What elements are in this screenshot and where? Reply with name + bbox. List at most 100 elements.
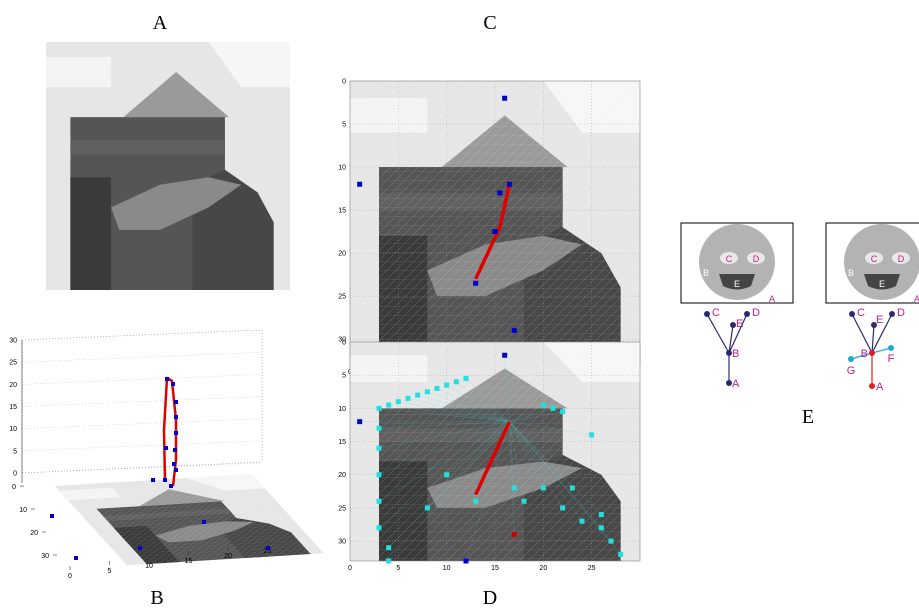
point: [599, 525, 604, 530]
point-3d: [174, 468, 178, 472]
panel-b: 05101520253001020300510152025: [9, 330, 324, 580]
face-label: B: [703, 268, 709, 278]
plot: 0510152025051015202530: [338, 340, 640, 573]
y-tick-label: 5: [342, 373, 346, 380]
x-tick-label: 5: [108, 568, 112, 575]
face-label: E: [734, 279, 740, 289]
y-tick-label: 15: [338, 208, 346, 215]
tree-node: [848, 356, 854, 362]
tree-label: D: [752, 307, 760, 319]
panel-label: B: [150, 587, 163, 608]
y-tick-label: 10: [19, 507, 27, 514]
tree-node: [744, 311, 750, 317]
y-tick-label: 25: [338, 505, 346, 512]
point: [377, 446, 382, 451]
y-tick-label: 0: [342, 79, 346, 86]
face-label: C: [726, 254, 733, 264]
point-3d: [169, 484, 173, 488]
point: [435, 386, 440, 391]
y-tick-label: 0: [12, 484, 16, 491]
point-3d: [174, 400, 178, 404]
point-3d: [266, 546, 270, 550]
x-tick-label: 0: [68, 573, 72, 580]
x-tick-label: 15: [185, 558, 193, 565]
point: [454, 379, 459, 384]
grid-line: [22, 352, 262, 362]
image-region: [70, 177, 111, 290]
point: [512, 328, 517, 333]
z-tick-label: 25: [9, 360, 17, 367]
point: [551, 406, 556, 411]
tree-label: B: [732, 348, 739, 360]
point: [386, 545, 391, 550]
point: [425, 505, 430, 510]
face-label: E: [879, 279, 885, 289]
point-3d: [172, 462, 176, 466]
grid-line: [22, 330, 262, 340]
point: [386, 559, 391, 564]
tree-label: G: [847, 365, 856, 377]
point: [464, 559, 469, 564]
point: [464, 376, 469, 381]
point: [541, 486, 546, 491]
panel-label: C: [483, 12, 496, 34]
panel-label: D: [483, 587, 497, 608]
grid-line: [22, 374, 262, 384]
x-tick-label: 15: [491, 565, 499, 572]
grid-line: [22, 463, 262, 473]
point: [377, 472, 382, 477]
tree-label: A: [876, 381, 884, 393]
tree-label: F: [888, 353, 895, 365]
x-tick-label: 0: [348, 565, 352, 572]
image-region: [70, 140, 225, 155]
face-label: A: [914, 294, 919, 304]
tree-label: C: [712, 307, 720, 319]
point: [377, 426, 382, 431]
y-tick-label: 20: [30, 530, 38, 537]
panel-label: A: [153, 12, 168, 34]
point: [493, 229, 498, 234]
point-3d: [171, 382, 175, 386]
z-tick-label: 30: [9, 338, 17, 345]
point: [386, 403, 391, 408]
point: [377, 499, 382, 504]
y-tick-label: 15: [338, 439, 346, 446]
point: [473, 281, 478, 286]
point-3d: [202, 520, 206, 524]
y-tick-label: 20: [338, 472, 346, 479]
grid-line: [22, 441, 262, 451]
tree-label: B: [861, 348, 868, 360]
y-tick-label: 20: [338, 251, 346, 258]
point-3d: [174, 431, 178, 435]
tree-edge: [707, 314, 729, 353]
point-3d: [164, 446, 168, 450]
tree-label: D: [897, 307, 905, 319]
point: [599, 512, 604, 517]
image-region: [46, 57, 111, 87]
point: [507, 182, 512, 187]
point-3d: [165, 377, 169, 381]
point: [396, 399, 401, 404]
y-tick-label: 5: [342, 122, 346, 129]
tree-node: [849, 311, 855, 317]
y-tick-label: 10: [338, 406, 346, 413]
z-tick-label: 20: [9, 382, 17, 389]
y-tick-label: 25: [338, 294, 346, 301]
point: [377, 406, 382, 411]
point: [580, 519, 585, 524]
tree-node: [869, 350, 875, 356]
y-tick-label: 0: [342, 340, 346, 347]
tree-label: E: [876, 314, 883, 326]
point-3d: [50, 514, 54, 518]
x-tick-label: 10: [443, 565, 451, 572]
point: [522, 499, 527, 504]
point: [502, 96, 507, 101]
tree-node: [704, 311, 710, 317]
point: [502, 353, 507, 358]
z-tick-label: 0: [13, 471, 17, 478]
point: [541, 403, 546, 408]
y-tick-label: 10: [338, 165, 346, 172]
z-tick-label: 5: [13, 448, 17, 455]
point: [570, 486, 575, 491]
